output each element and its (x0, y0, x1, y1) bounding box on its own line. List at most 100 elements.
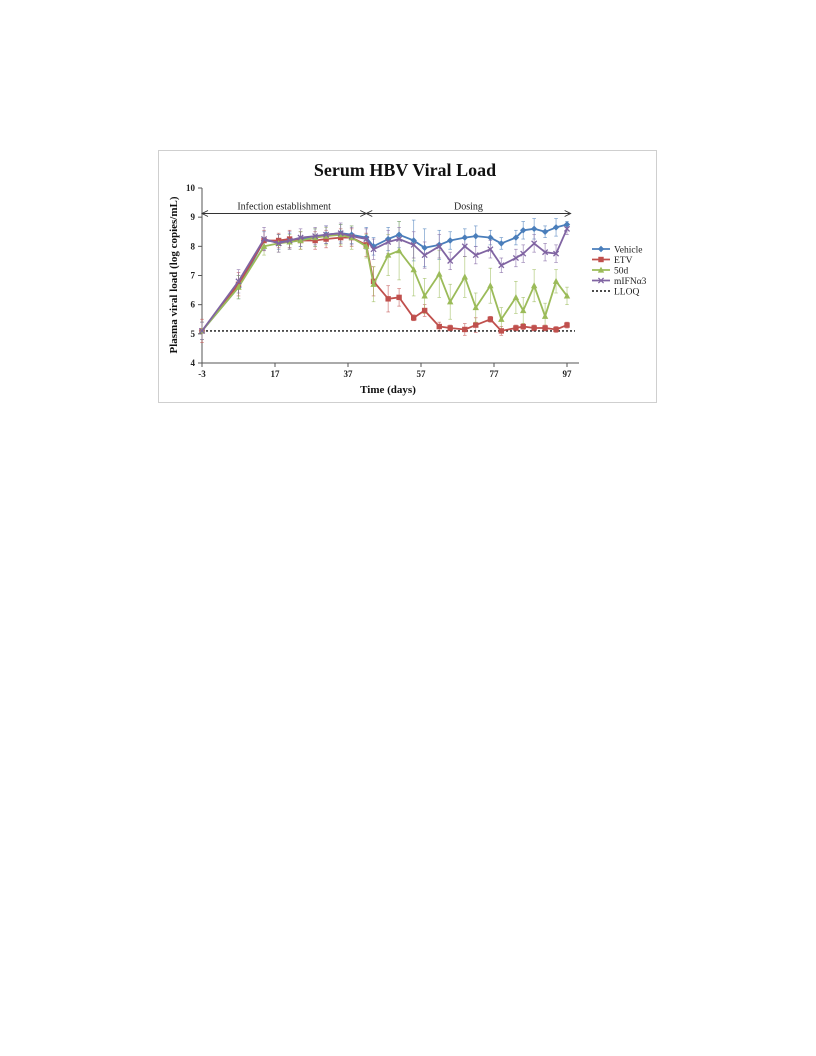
series-lines (198, 221, 575, 335)
annotation-dosing: Dosing (454, 202, 483, 213)
data-point-triangle (297, 237, 304, 244)
data-point-x (421, 252, 428, 259)
legend-item-mifn3: mIFNα3 (592, 277, 647, 287)
data-point-x (348, 233, 355, 240)
data-point-x (235, 278, 242, 285)
legend-label-etv: ETV (614, 256, 633, 266)
data-point-x (498, 262, 505, 269)
data-point-square (473, 322, 479, 328)
data-point-triangle (370, 280, 377, 287)
data-point-diamond (530, 225, 538, 233)
data-point-x (447, 257, 454, 264)
data-point-x (563, 225, 571, 232)
data-point-triangle (395, 247, 403, 254)
data-point-diamond (552, 224, 560, 231)
data-point-triangle (552, 277, 560, 284)
data-point-x (487, 246, 494, 253)
data-point-triangle (597, 266, 605, 273)
data-point-triangle (487, 282, 494, 289)
data-point-diamond (498, 240, 505, 247)
legend-item-lloq: LLOQ (592, 287, 639, 297)
legend-item-etv: ETV (592, 256, 633, 266)
data-point-x (385, 238, 392, 246)
y-tick-label: 9 (191, 212, 196, 222)
data-point-square (436, 323, 442, 330)
data-point-diamond (461, 234, 468, 241)
chart-canvas: Serum HBV Viral Load Time (days) Plasma … (168, 160, 647, 396)
data-point-x (323, 231, 330, 238)
data-point-triangle (520, 307, 527, 314)
data-point-square (462, 326, 468, 333)
y-tick-label: 7 (191, 271, 196, 281)
data-point-triangle (337, 231, 344, 238)
data-point-square (421, 307, 428, 314)
annotation-arrowhead-right (564, 210, 572, 217)
data-point-x (260, 235, 268, 243)
data-point-square (520, 323, 526, 330)
data-point-triangle (461, 273, 468, 280)
series-line-mifn3 (201, 228, 568, 332)
data-point-x (542, 249, 549, 256)
data-point-triangle (260, 242, 268, 249)
data-point-x (410, 241, 417, 248)
y-tick-label: 8 (191, 241, 196, 251)
data-point-square (542, 325, 548, 331)
data-point-diamond (563, 221, 571, 228)
data-point-triangle (498, 315, 505, 322)
annotation-infection: Infection establishment (237, 202, 331, 213)
x-tick-label: 77 (490, 369, 500, 379)
data-point-square (487, 316, 494, 322)
legend-label-vehicle: Vehicle (614, 245, 643, 255)
data-point-x (512, 254, 519, 262)
data-point-diamond (512, 234, 520, 241)
data-point-x (198, 327, 206, 334)
x-tick-label: 37 (344, 369, 354, 379)
data-point-x (337, 230, 344, 237)
data-point-x (363, 235, 370, 243)
chart-title: Serum HBV Viral Load (314, 160, 496, 180)
data-point-x (297, 234, 304, 241)
data-point-square (312, 237, 318, 244)
data-point-diamond (447, 237, 454, 244)
data-point-x (531, 240, 538, 247)
data-point-triangle (563, 292, 571, 299)
data-point-x (597, 277, 605, 284)
data-point-square (396, 294, 402, 301)
legend-label-50d: 50d (614, 266, 629, 276)
data-point-triangle (311, 234, 319, 241)
data-point-triangle (530, 282, 538, 289)
series-line-vehicle (201, 223, 568, 332)
annotation-arrowhead-left (200, 210, 209, 217)
data-point-triangle (363, 242, 370, 249)
data-point-diamond (487, 234, 494, 241)
data-point-x (396, 235, 403, 243)
data-point-square (338, 234, 344, 241)
data-point-triangle (436, 270, 443, 277)
data-point-x (370, 246, 377, 253)
data-point-x (286, 237, 293, 244)
data-point-square (447, 325, 453, 331)
annotation-arrowhead-left (365, 210, 373, 217)
legend-item-50d: 50d (592, 266, 629, 276)
y-tick-label: 4 (191, 358, 196, 368)
data-point-x (520, 250, 527, 257)
series-line-50d (201, 233, 568, 332)
legend-label-mifn3: mIFNα3 (614, 277, 647, 287)
data-point-triangle (348, 234, 355, 241)
y-axis-label: Plasma viral load (log copies/mL) (168, 196, 180, 353)
data-point-triangle (286, 238, 293, 245)
x-tick-label: 97 (563, 369, 573, 379)
data-point-square (513, 325, 519, 331)
data-point-x (312, 233, 319, 240)
data-point-x (461, 243, 468, 250)
data-point-triangle (410, 266, 417, 273)
data-point-square (553, 326, 559, 333)
data-point-square (564, 322, 570, 328)
data-point-triangle (235, 283, 242, 290)
series-markers-vehicle (198, 221, 571, 335)
data-point-triangle (384, 251, 392, 258)
data-point-diamond (410, 237, 417, 244)
x-tick-label: -3 (198, 369, 206, 379)
x-axis-label: Time (days) (360, 384, 416, 396)
data-point-square (498, 328, 504, 334)
